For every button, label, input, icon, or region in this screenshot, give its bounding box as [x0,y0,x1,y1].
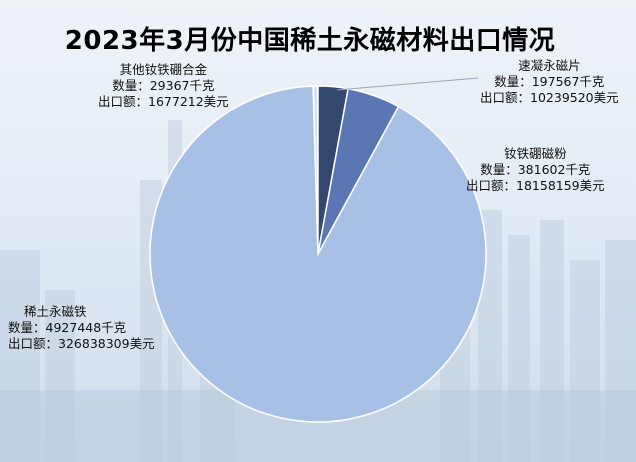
label-slice-2-value: 10239520美元 [530,90,619,105]
label-slice-0: 稀土永磁铁 数量：4927448千克 出口额：326838309美元 [8,304,155,352]
label-slice-1-quantity: 29367千克 [149,78,215,93]
label-slice-3-name: 钕铁硼磁粉 [504,146,567,161]
label-slice-1-vprefix: 出口额： [98,94,149,109]
label-slice-0-value: 326838309美元 [58,336,155,351]
leader-line-slice-2 [336,77,479,91]
label-slice-0-name: 稀土永磁铁 [24,304,87,319]
label-slice-2-quantity: 197567千克 [531,74,605,89]
label-slice-3-value: 18158159美元 [516,178,605,193]
label-slice-1-name: 其他钕铁硼合金 [119,62,208,77]
label-slice-2-qprefix: 数量： [494,74,532,89]
chart-title: 2023年3月份中国稀土永磁材料出口情况 [64,26,556,56]
label-slice-0-qprefix: 数量： [8,320,46,335]
label-slice-3: 钕铁硼磁粉 数量：381602千克 出口额：18158159美元 [466,146,605,194]
label-slice-1-qprefix: 数量： [112,78,150,93]
label-slice-3-quantity: 381602千克 [517,162,591,177]
label-slice-3-qprefix: 数量： [480,162,518,177]
label-slice-1-value: 1677212美元 [148,94,229,109]
label-slice-1: 其他钕铁硼合金 数量：29367千克 出口额：1677212美元 [98,62,229,110]
label-slice-2: 速凝永磁片 数量：197567千克 出口额：10239520美元 [480,58,619,106]
label-slice-0-quantity: 4927448千克 [45,320,127,335]
label-slice-2-name: 速凝永磁片 [518,58,581,73]
label-slice-3-vprefix: 出口额： [466,178,517,193]
pie-slice-0 [149,85,487,423]
label-slice-0-vprefix: 出口额： [8,336,59,351]
label-slice-2-vprefix: 出口额： [480,90,531,105]
